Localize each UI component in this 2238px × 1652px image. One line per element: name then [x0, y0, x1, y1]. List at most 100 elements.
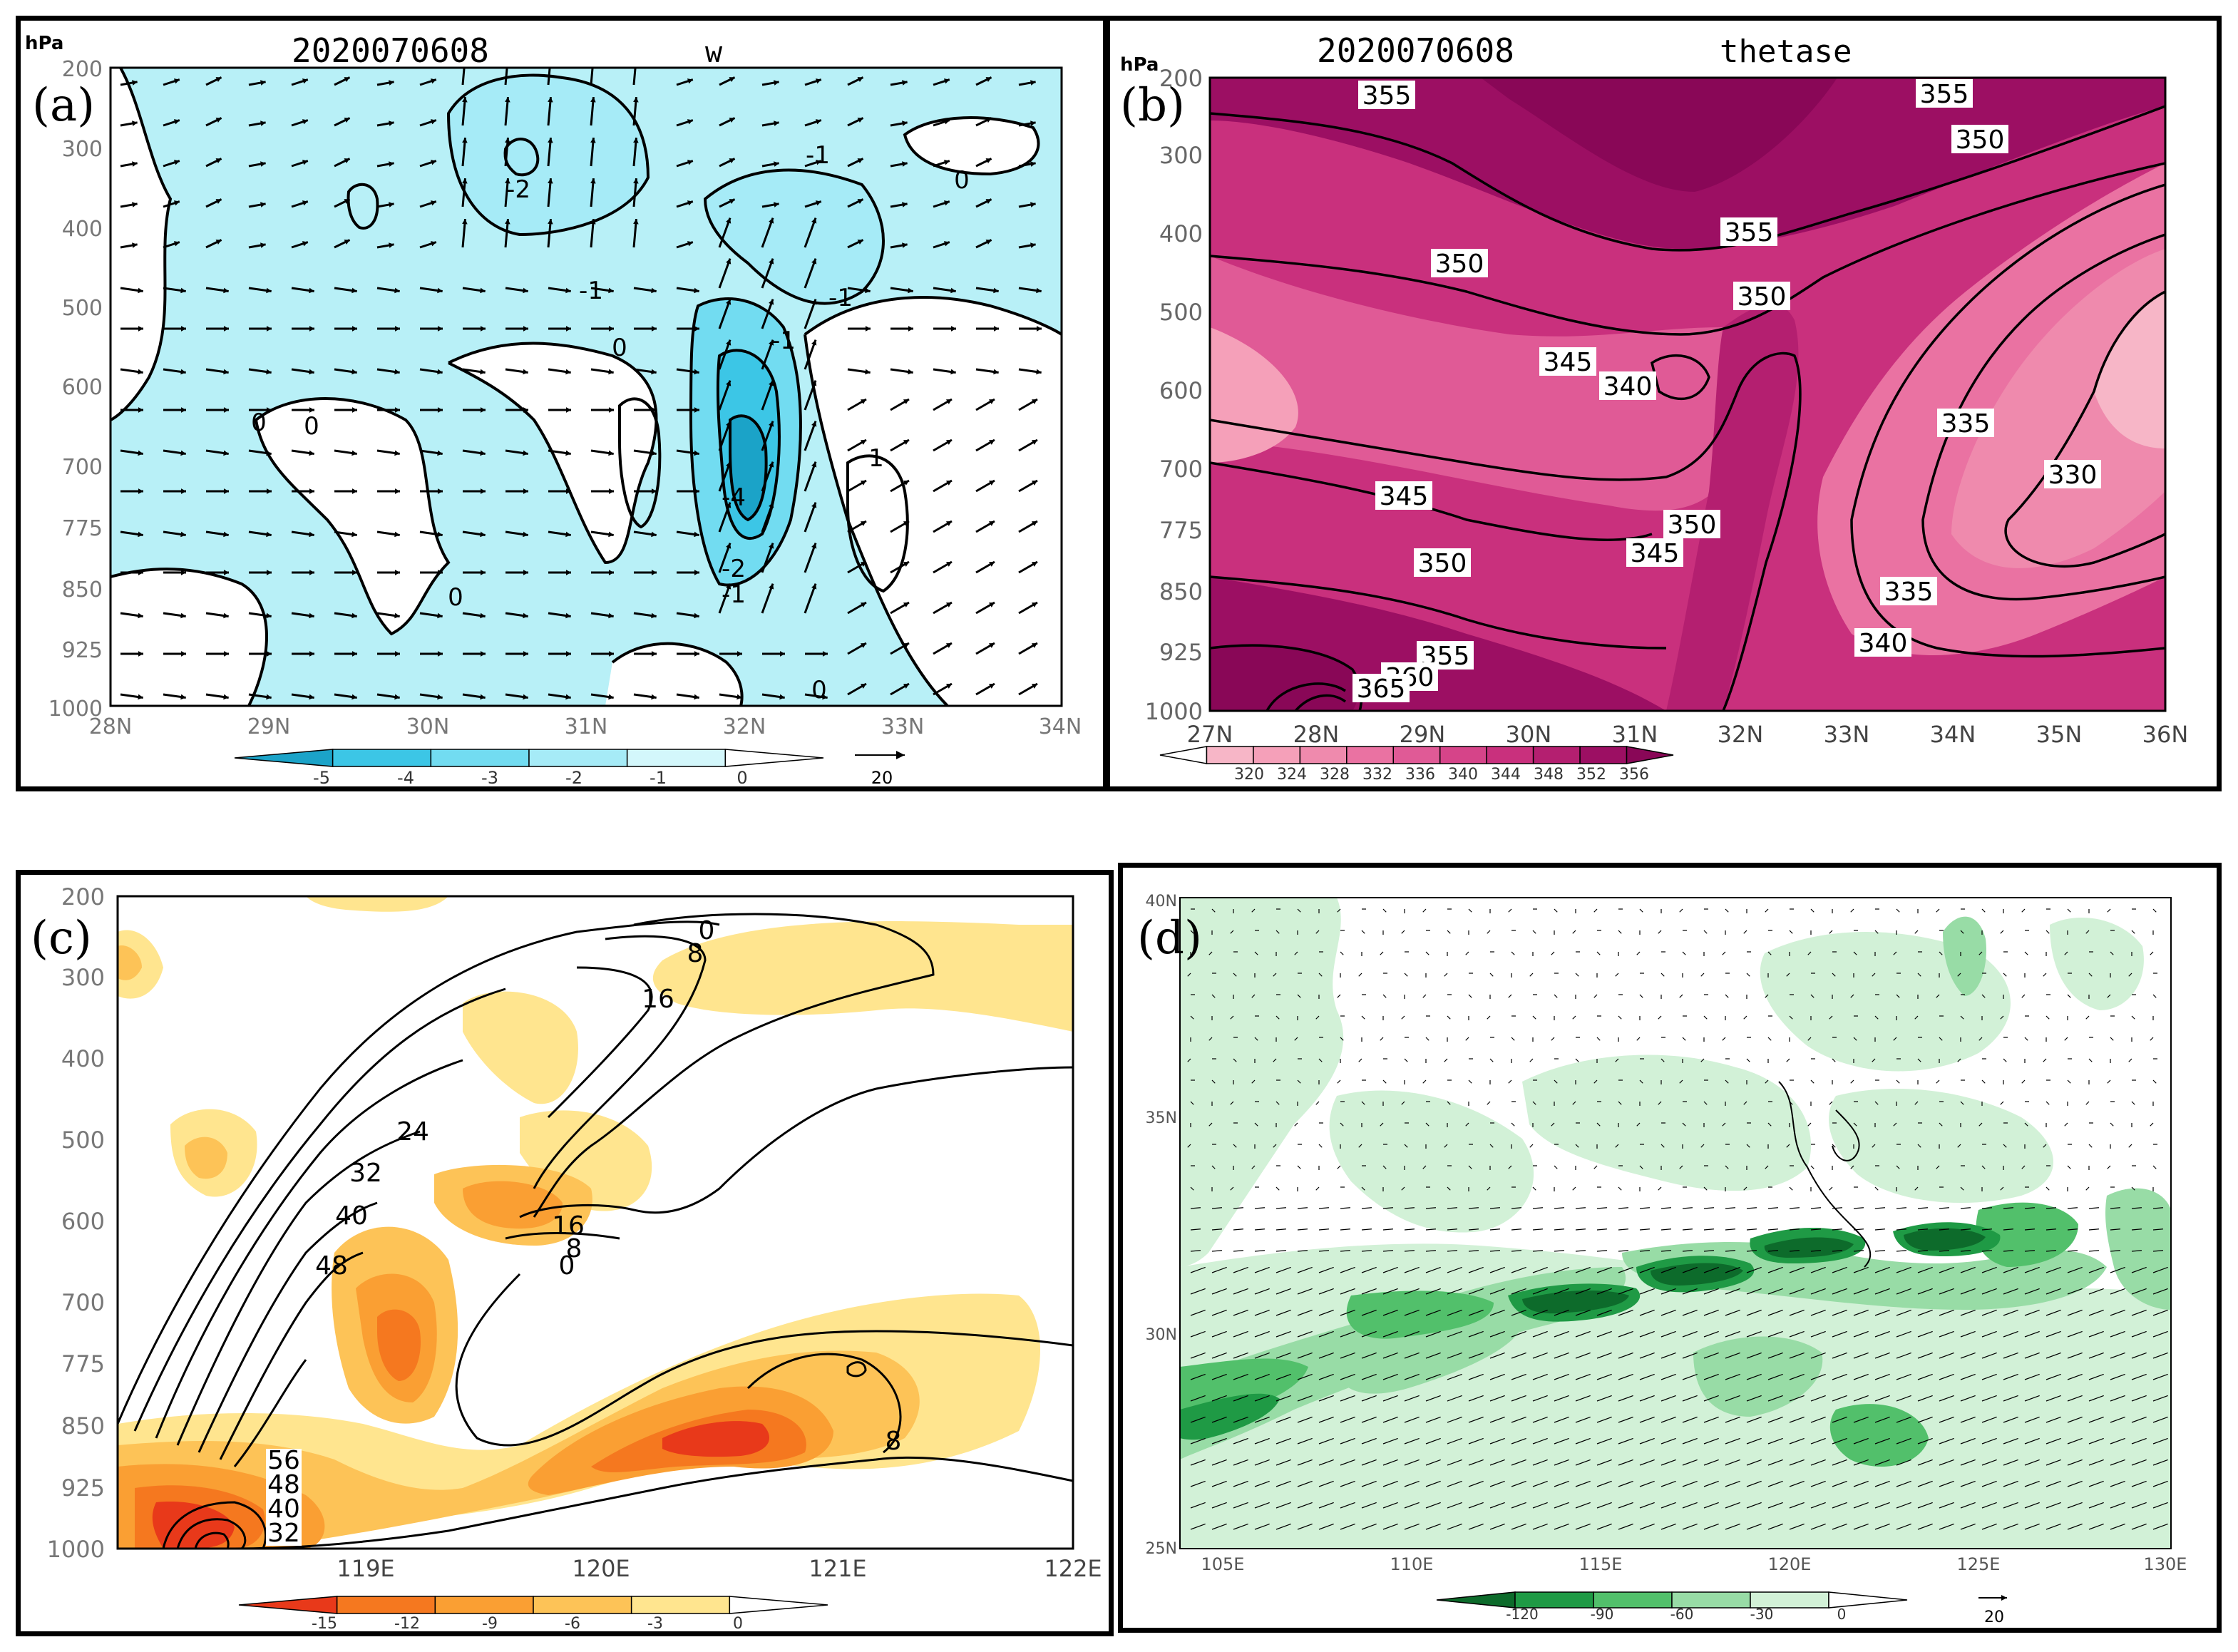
- contour-label: 345: [1539, 347, 1596, 377]
- wind-vector: [1447, 1309, 1462, 1316]
- wind-vector-head: [811, 258, 817, 265]
- wind-vector: [1725, 1288, 1740, 1295]
- wind-vector-head: [344, 199, 350, 205]
- colorbar-label: -3: [481, 768, 498, 788]
- wind-vector: [2045, 1309, 2061, 1316]
- wind-vector-head: [351, 326, 357, 332]
- wind-vector-head: [1031, 684, 1037, 689]
- wind-vector: [1767, 1416, 1783, 1423]
- wind-vector: [1447, 1395, 1462, 1402]
- wind-vector: [1318, 1523, 1334, 1530]
- wind-vector: [1187, 1058, 1191, 1062]
- wind-vector: [1190, 1228, 1201, 1231]
- wind-vector: [2043, 1144, 2047, 1148]
- wind-vector-head: [565, 531, 571, 538]
- wind-vector: [1554, 908, 1558, 913]
- wind-vector: [1404, 1144, 1408, 1148]
- wind-vector: [2003, 1352, 2018, 1359]
- wind-vector-head: [138, 407, 143, 413]
- wind-vector-head: [943, 78, 950, 84]
- wind-vector: [1743, 1186, 1747, 1191]
- wind-vector: [1233, 1416, 1248, 1423]
- wind-vector: [1275, 1228, 1286, 1231]
- x-tick-label: 29N: [247, 714, 291, 739]
- wind-vector-head: [437, 369, 443, 375]
- wind-vector: [1682, 951, 1686, 955]
- wind-vector: [504, 68, 508, 86]
- x-tick-label: 31N: [565, 714, 608, 739]
- wind-vector: [1853, 1228, 1864, 1231]
- colorbar-label: -6: [565, 1615, 580, 1633]
- wind-vector-head: [565, 651, 571, 657]
- wind-vector: [2088, 1502, 2104, 1509]
- wind-vector: [1853, 1416, 1869, 1423]
- wind-vector-head: [344, 118, 350, 123]
- wind-vector-head: [993, 369, 999, 375]
- wind-vector: [1275, 1207, 1286, 1209]
- wind-vector: [1789, 1101, 1793, 1105]
- x-tick-label: 119E: [337, 1555, 394, 1582]
- wind-vector: [1340, 1459, 1355, 1466]
- wind-vector: [1660, 1144, 1665, 1148]
- wind-vector-head: [651, 287, 657, 294]
- wind-vector-head: [985, 240, 992, 245]
- wind-vector: [1447, 1015, 1451, 1020]
- wind-vector-head: [651, 450, 657, 456]
- wind-vector: [1939, 1288, 1954, 1295]
- wind-vector-head: [860, 562, 866, 567]
- wind-vector: [1382, 1079, 1387, 1084]
- wind-vector: [1596, 1266, 1612, 1273]
- wind-vector: [1425, 1266, 1441, 1273]
- wind-vector: [2131, 1207, 2142, 1209]
- wind-vector: [1532, 1207, 1543, 1209]
- wind-vector-head: [223, 450, 229, 456]
- wind-vector: [2024, 1459, 2040, 1466]
- wind-vector: [1447, 1437, 1462, 1445]
- wind-vector: [1275, 1523, 1291, 1530]
- wind-vector: [1874, 1330, 1890, 1338]
- wind-vector-head: [694, 369, 699, 375]
- wind-vector: [1572, 1186, 1576, 1191]
- wind-vector: [2128, 1144, 2132, 1148]
- wind-vector-head: [694, 450, 699, 456]
- wind-vector: [1832, 1144, 1836, 1148]
- wind-vector: [1874, 1352, 1890, 1359]
- wind-vector: [2131, 1523, 2147, 1530]
- wind-vector: [1682, 1437, 1698, 1445]
- wind-vector: [1682, 1266, 1698, 1273]
- panel-b-field: [1210, 78, 2165, 711]
- wind-vector: [2045, 1480, 2061, 1487]
- wind-vector: [1767, 1288, 1783, 1295]
- contour-label: 335: [1880, 577, 1937, 607]
- wind-vector: [1639, 1330, 1655, 1338]
- wind-vector: [1618, 930, 1622, 934]
- wind-vector: [1981, 1165, 1986, 1169]
- wind-vector-head: [430, 160, 436, 165]
- wind-vector: [1810, 1266, 1826, 1273]
- wind-vector: [1618, 1266, 1633, 1273]
- wind-vector: [1853, 1266, 1869, 1273]
- wind-vector: [1254, 1395, 1270, 1402]
- wind-vector: [1896, 1079, 1900, 1084]
- wind-vector-head: [908, 287, 913, 294]
- reference-vector-label: 20: [871, 768, 893, 788]
- wind-vector: [1660, 1502, 1676, 1509]
- colorbar-label: -5: [313, 768, 330, 788]
- wind-vector: [1618, 1309, 1633, 1316]
- wind-vector: [1639, 1352, 1655, 1359]
- wind-vector: [1981, 994, 1986, 998]
- wind-vector: [2045, 1186, 2050, 1191]
- wind-vector: [1636, 1037, 1641, 1041]
- colorbar-label: 332: [1362, 766, 1392, 784]
- wind-vector: [1211, 1523, 1227, 1530]
- wind-vector: [1725, 1416, 1740, 1423]
- wind-vector: [1832, 1228, 1842, 1231]
- wind-vector-head: [173, 160, 180, 165]
- wind-vector: [1230, 930, 1234, 934]
- wind-vector-head: [266, 694, 272, 700]
- wind-vector: [1618, 1395, 1633, 1402]
- svg-text:350: 350: [1956, 125, 2005, 155]
- panel-b-header-time: 2020070608: [1317, 31, 1514, 70]
- wind-vector: [2110, 1459, 2125, 1466]
- wind-vector: [1874, 1395, 1890, 1402]
